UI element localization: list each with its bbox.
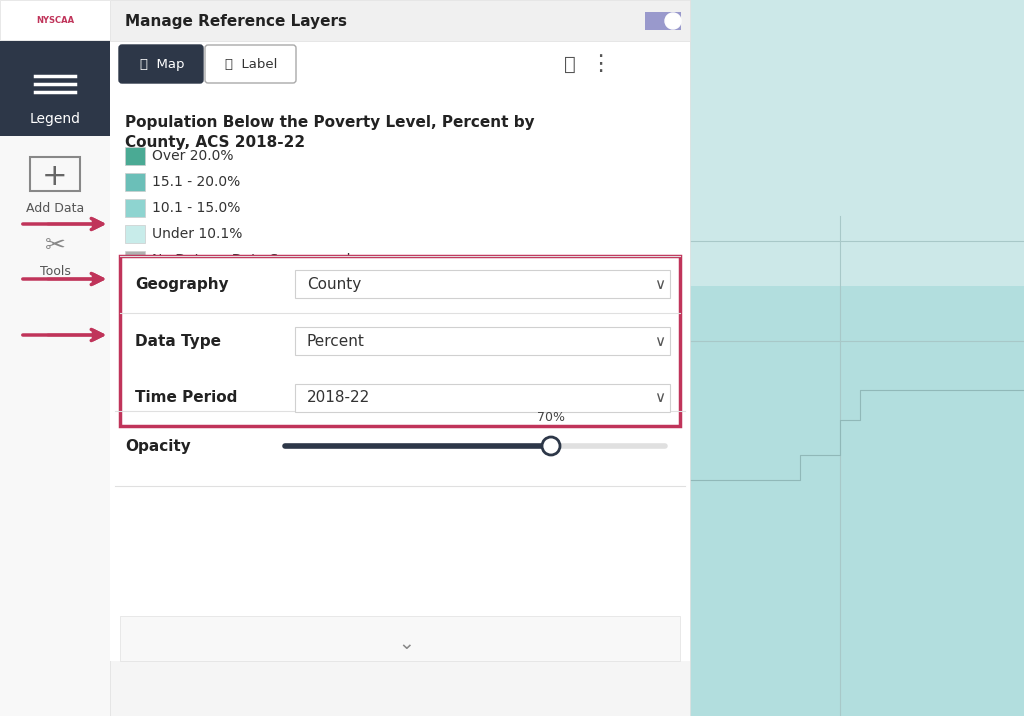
Text: No Data or Data Suppressed: No Data or Data Suppressed: [152, 253, 350, 267]
Text: Add Data: Add Data: [26, 201, 84, 215]
Text: +: +: [42, 162, 68, 190]
Text: 10.1 - 15.0%: 10.1 - 15.0%: [152, 201, 241, 215]
Text: ⋮: ⋮: [589, 54, 611, 74]
FancyBboxPatch shape: [0, 41, 110, 136]
FancyBboxPatch shape: [205, 45, 296, 83]
Text: County: County: [307, 277, 361, 292]
Polygon shape: [690, 0, 1024, 286]
Text: Data Type: Data Type: [135, 334, 221, 349]
Text: ∨: ∨: [654, 277, 666, 292]
Text: ✂: ✂: [44, 234, 66, 258]
Text: Legend: Legend: [30, 112, 81, 126]
Text: Manage Reference Layers: Manage Reference Layers: [125, 14, 347, 29]
Text: 2018-22: 2018-22: [307, 390, 371, 405]
Text: Geography: Geography: [135, 277, 228, 292]
FancyBboxPatch shape: [119, 45, 203, 83]
FancyBboxPatch shape: [0, 0, 110, 716]
Text: 15.1 - 20.0%: 15.1 - 20.0%: [152, 175, 241, 189]
FancyBboxPatch shape: [125, 147, 145, 165]
FancyBboxPatch shape: [690, 0, 1024, 716]
FancyBboxPatch shape: [110, 0, 690, 716]
FancyBboxPatch shape: [295, 271, 670, 299]
Text: Tools: Tools: [40, 264, 71, 278]
FancyBboxPatch shape: [645, 12, 681, 30]
FancyBboxPatch shape: [690, 216, 1024, 716]
Text: 70%: 70%: [537, 411, 565, 424]
Text: Over 20.0%: Over 20.0%: [152, 149, 233, 163]
Text: 💬  Label: 💬 Label: [225, 57, 278, 70]
FancyBboxPatch shape: [125, 173, 145, 191]
FancyBboxPatch shape: [125, 251, 145, 269]
Text: Under 10.1%: Under 10.1%: [152, 227, 243, 241]
Text: ⓘ: ⓘ: [564, 54, 575, 74]
Text: Opacity: Opacity: [125, 438, 190, 453]
Text: Population Below the Poverty Level, Percent by
County, ACS 2018-22: Population Below the Poverty Level, Perc…: [125, 115, 535, 150]
FancyBboxPatch shape: [0, 0, 110, 40]
Text: Time Period: Time Period: [135, 390, 238, 405]
FancyBboxPatch shape: [120, 256, 680, 426]
FancyBboxPatch shape: [110, 0, 690, 41]
FancyBboxPatch shape: [295, 384, 670, 412]
Text: ∨: ∨: [654, 390, 666, 405]
Circle shape: [542, 437, 560, 455]
Text: 🗺  Map: 🗺 Map: [139, 57, 184, 70]
FancyBboxPatch shape: [125, 199, 145, 217]
FancyBboxPatch shape: [125, 225, 145, 243]
Text: ⌃: ⌃: [392, 629, 409, 649]
Text: Percent: Percent: [307, 334, 365, 349]
FancyBboxPatch shape: [120, 616, 680, 661]
Text: NYSCAA: NYSCAA: [36, 16, 74, 24]
FancyBboxPatch shape: [110, 0, 690, 661]
Text: ∨: ∨: [654, 334, 666, 349]
FancyBboxPatch shape: [295, 327, 670, 355]
Circle shape: [665, 13, 681, 29]
